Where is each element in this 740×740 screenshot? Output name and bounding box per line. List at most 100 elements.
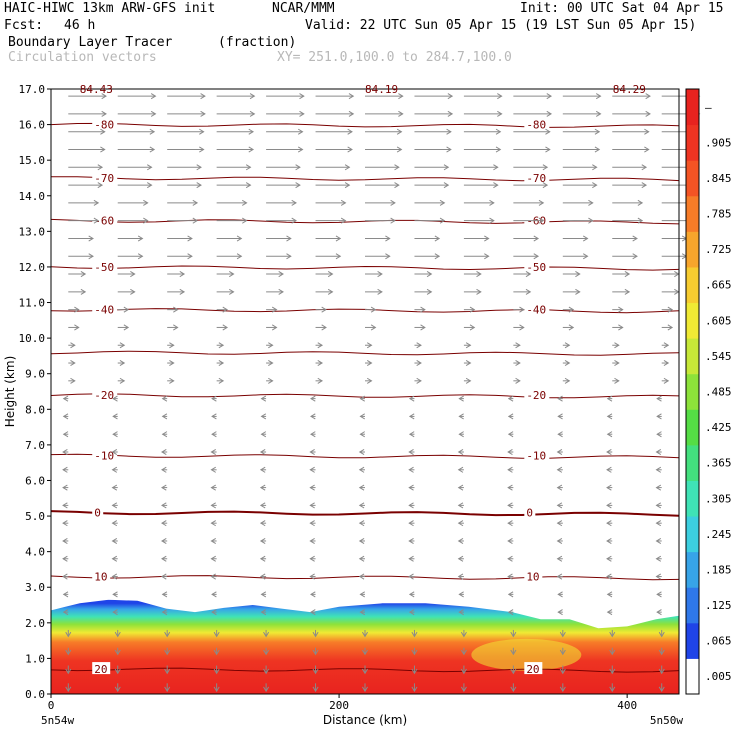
- isotherm-label-bg: [92, 213, 118, 226]
- wind-vector: [161, 413, 168, 420]
- wind-vector: [263, 647, 270, 656]
- wind-vector-head: [358, 573, 365, 580]
- wind-vector: [211, 395, 217, 402]
- wind-vector-head: [65, 631, 72, 638]
- wind-vector: [612, 182, 648, 189]
- y-tick-label: 5.0: [25, 510, 45, 523]
- wind-vector: [112, 395, 118, 402]
- wind-vector: [414, 235, 441, 242]
- colorbar-label: .845: [705, 172, 732, 185]
- wind-vector: [216, 253, 243, 260]
- wind-vector: [315, 377, 324, 384]
- wind-vector: [315, 93, 355, 100]
- wind-vector-head: [114, 668, 121, 675]
- wind-vector-head: [260, 609, 267, 616]
- wind-vector-head: [457, 502, 464, 509]
- wind-vector: [513, 235, 540, 242]
- wind-vector-head: [169, 377, 175, 384]
- wind-vector-head: [358, 520, 365, 527]
- cross-section-endpoints: XY= 251.0,100.0 to 284.7,100.0: [277, 50, 512, 65]
- wind-vector: [458, 395, 464, 402]
- wind-vector-head: [70, 377, 76, 384]
- wind-vector-head: [359, 609, 365, 616]
- wind-vector-head: [161, 555, 167, 562]
- wind-vector-head: [297, 146, 304, 153]
- wind-vector-head: [366, 360, 373, 367]
- wind-vector: [557, 609, 563, 616]
- isotherm-label-bg: [524, 117, 550, 130]
- colorbar-swatch: [686, 338, 699, 375]
- wind-vector: [112, 591, 118, 598]
- wind-vector: [507, 413, 514, 420]
- isotherm-label: 10: [526, 571, 539, 584]
- wind-vector: [68, 253, 94, 260]
- wind-vector: [562, 128, 601, 135]
- wind-vector: [658, 665, 665, 675]
- wind-vector-head: [408, 537, 414, 544]
- wind-vector-head: [146, 164, 153, 171]
- wind-vector: [656, 395, 662, 402]
- y-tick-label: 11.0: [19, 297, 46, 310]
- wind-vector-head: [210, 502, 216, 509]
- wind-vector: [266, 128, 304, 135]
- wind-vector: [655, 537, 662, 544]
- wind-vector: [117, 199, 149, 206]
- wind-vector-head: [340, 217, 347, 224]
- x-tick-label: 400: [617, 699, 637, 712]
- wind-vector: [414, 253, 441, 260]
- wind-vector: [259, 537, 267, 544]
- wind-vector-head: [130, 288, 136, 295]
- wind-vector: [365, 128, 403, 135]
- wind-vector: [266, 199, 297, 206]
- wind-vector-head: [286, 235, 292, 242]
- wind-vector: [609, 629, 616, 638]
- wind-vector: [510, 629, 517, 638]
- colorbar-label: .065: [705, 635, 732, 648]
- wind-vector: [167, 128, 205, 135]
- wind-vector: [507, 609, 514, 616]
- wind-vector: [111, 466, 118, 473]
- wind-vector-head: [507, 609, 514, 616]
- wind-vector: [460, 629, 467, 638]
- wind-vector: [408, 520, 415, 527]
- wind-vector-head: [111, 573, 118, 580]
- wind-vector-head: [408, 591, 415, 598]
- plot-frame: [50, 88, 680, 695]
- wind-vector-head: [377, 288, 383, 295]
- wind-vector: [661, 288, 680, 295]
- wind-vector: [259, 555, 267, 562]
- colorbar-label: .605: [705, 314, 732, 327]
- wind-vector: [513, 110, 553, 117]
- wind-vector: [161, 609, 168, 616]
- wind-vector: [513, 199, 545, 206]
- wind-vector-head: [557, 395, 563, 402]
- wind-vector: [161, 431, 168, 438]
- wind-vector: [211, 591, 217, 598]
- isotherm-label: -50: [526, 261, 546, 274]
- colorbar-swatch: [686, 195, 699, 232]
- wind-vector-head: [164, 631, 171, 638]
- colorbar-swatch: [686, 444, 699, 481]
- isotherm-label-bg: [524, 259, 550, 272]
- wind-vector-head: [460, 649, 467, 656]
- y-tick-label: 4.0: [25, 546, 45, 559]
- wind-vector-head: [525, 288, 532, 295]
- wind-vector-head: [658, 668, 665, 675]
- wind-vector: [164, 629, 171, 638]
- wind-vector-head: [394, 182, 400, 189]
- wind-vector-head: [358, 466, 365, 473]
- wind-vector: [507, 431, 514, 438]
- wind-vector-head: [434, 253, 441, 260]
- wind-vector-head: [112, 591, 118, 598]
- wind-vector: [312, 665, 319, 675]
- wind-vector: [211, 609, 217, 616]
- y-tick-label: 13.0: [19, 225, 46, 238]
- wind-vector: [266, 164, 301, 171]
- wind-vector-head: [310, 413, 316, 420]
- wind-vector: [117, 182, 153, 189]
- wind-vector: [62, 484, 69, 491]
- wind-vector-head: [507, 395, 514, 402]
- wind-vector-head: [359, 395, 365, 402]
- wind-vector: [315, 146, 353, 153]
